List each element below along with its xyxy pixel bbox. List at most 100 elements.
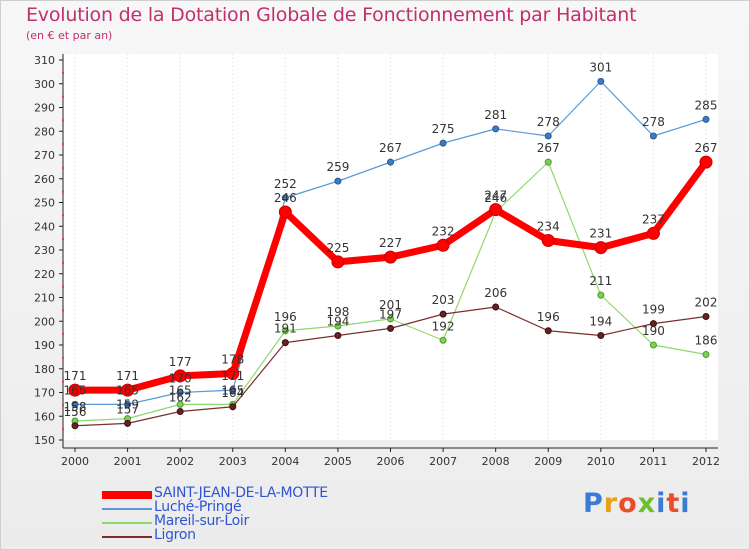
data-label: 199: [642, 303, 665, 317]
data-label: 178: [221, 353, 244, 367]
data-label: 194: [589, 315, 612, 329]
data-label: 171: [116, 369, 139, 383]
data-label: 157: [116, 402, 139, 416]
data-label: 165: [64, 383, 87, 397]
data-label: 191: [274, 322, 297, 336]
data-label: 285: [695, 98, 718, 112]
y-tick-label: 220: [34, 268, 55, 281]
x-tick-label: 2006: [377, 455, 405, 468]
data-point: [597, 291, 605, 299]
data-label: 281: [484, 108, 507, 122]
y-tick-label: 240: [34, 220, 55, 233]
data-point: [384, 250, 397, 264]
data-point: [544, 132, 552, 140]
data-label: 247: [484, 189, 507, 203]
data-point: [387, 315, 394, 323]
data-label: 278: [537, 115, 560, 129]
data-label: 203: [432, 293, 455, 307]
data-label: 186: [695, 334, 718, 348]
data-label: 165: [116, 383, 139, 397]
y-tick-label: 270: [34, 149, 55, 162]
x-tick-label: 2012: [692, 455, 720, 468]
data-label: 246: [484, 191, 507, 205]
data-label: 171: [64, 369, 87, 383]
data-point: [489, 203, 503, 217]
y-tick-label: 170: [34, 387, 55, 400]
y-tick-label: 230: [34, 244, 55, 257]
data-label: 170: [169, 372, 192, 386]
data-point: [649, 320, 657, 328]
data-label: 194: [326, 315, 349, 329]
data-point: [436, 238, 450, 252]
data-point: [71, 422, 79, 430]
y-tick-label: 160: [34, 410, 55, 423]
chart-subtitle: (en € et par an): [26, 29, 113, 42]
data-point: [646, 226, 660, 240]
logo-letter: i: [656, 488, 667, 519]
y-tick-label: 150: [34, 434, 55, 447]
y-tick-label: 310: [34, 54, 55, 67]
data-point: [124, 400, 132, 408]
y-tick-label: 280: [34, 125, 55, 138]
data-label: 198: [326, 305, 349, 319]
data-point: [229, 386, 237, 394]
logo-letter: x: [637, 488, 657, 519]
data-point: [229, 403, 237, 411]
data-label: 171: [221, 369, 244, 383]
data-point: [649, 341, 657, 349]
data-point: [597, 77, 605, 85]
data-point: [331, 255, 345, 269]
data-label: 197: [379, 307, 402, 321]
y-tick-label: 200: [34, 315, 55, 328]
data-label: 259: [326, 160, 349, 174]
y-tick-label: 190: [34, 339, 55, 352]
data-label: 301: [589, 60, 612, 74]
data-point: [176, 389, 184, 396]
data-point: [541, 234, 555, 247]
data-label: 190: [642, 324, 665, 338]
data-point: [387, 324, 394, 332]
data-point: [699, 155, 713, 169]
data-label: 267: [537, 141, 560, 155]
data-label: 231: [589, 227, 612, 241]
x-tick-label: 2010: [587, 455, 615, 468]
data-point: [334, 332, 342, 339]
x-tick-label: 2008: [482, 455, 510, 468]
x-tick-label: 2004: [271, 455, 299, 468]
data-point: [594, 241, 608, 255]
data-point: [278, 205, 292, 219]
legend-swatch: [102, 491, 152, 499]
data-label: 201: [379, 298, 402, 312]
data-point: [281, 327, 289, 335]
data-label: 159: [116, 398, 139, 412]
y-tick-label: 290: [34, 102, 55, 115]
data-label: 196: [274, 310, 297, 324]
y-tick-label: 260: [34, 173, 55, 186]
data-point: [702, 115, 710, 123]
data-label: 206: [484, 286, 507, 300]
data-label: 177: [169, 355, 192, 369]
logo-letter: r: [603, 488, 619, 519]
data-point: [226, 367, 240, 380]
data-point: [702, 351, 710, 358]
x-tick-label: 2005: [324, 455, 352, 468]
data-label: 211: [589, 274, 612, 288]
data-point: [492, 303, 500, 311]
data-point: [68, 383, 82, 397]
data-label: 162: [169, 391, 192, 405]
x-tick-label: 2011: [639, 455, 667, 468]
data-label: 164: [221, 386, 244, 400]
logo-letter: o: [618, 488, 638, 519]
data-label: 196: [537, 310, 560, 324]
data-label: 156: [64, 405, 87, 419]
data-label: 234: [537, 220, 560, 234]
data-point: [334, 322, 342, 330]
data-point: [439, 310, 447, 318]
logo-letter: t: [666, 488, 681, 519]
y-tick-label: 210: [34, 292, 55, 305]
data-point: [121, 383, 135, 397]
legend-label: Luché-Pringé: [154, 499, 242, 515]
proxiti-logo: Proxiti: [583, 488, 691, 519]
data-point: [71, 400, 79, 408]
